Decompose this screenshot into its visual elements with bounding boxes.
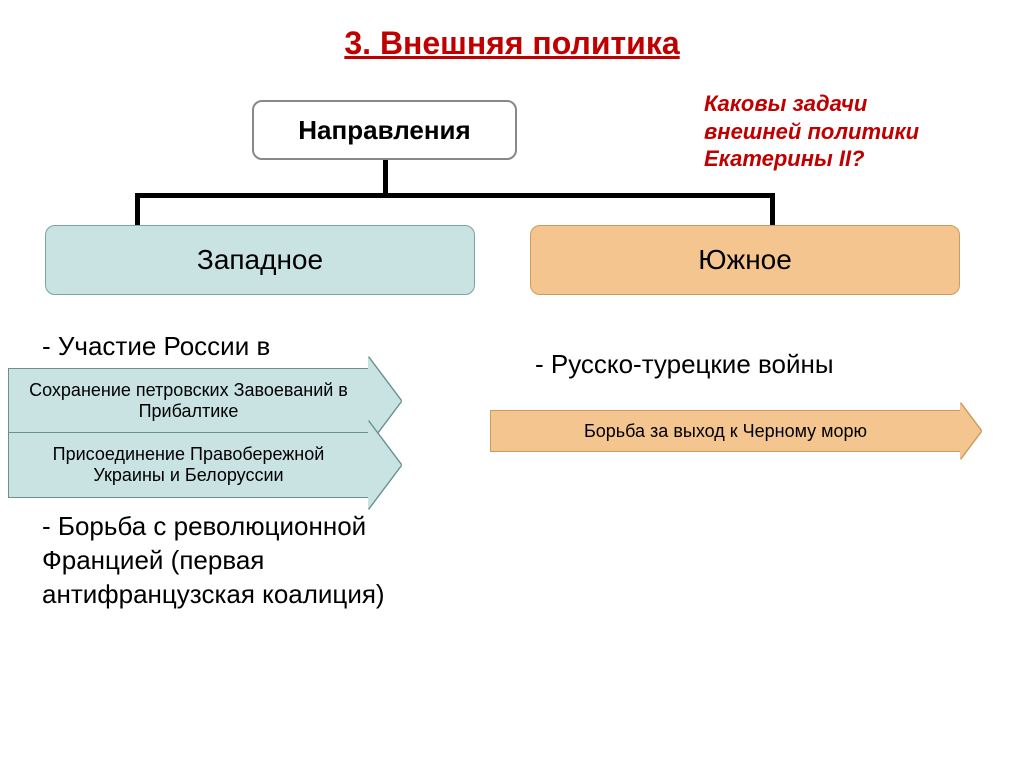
south-arrow-1-head [960, 403, 981, 459]
connector-right [770, 198, 775, 228]
west-arrow-1-label: Сохранение петровских Завоеваний в Приба… [15, 380, 362, 422]
west-arrow-2: Присоединение Правобережной Украины и Бе… [8, 432, 368, 498]
connector-horizontal [135, 193, 775, 198]
west-node: Западное [45, 225, 475, 295]
south-arrow-1: Борьба за выход к Черному морю [490, 410, 960, 452]
west-arrow-2-head [368, 421, 401, 509]
question-text: Каковы задачи внешней политики Екатерины… [704, 90, 964, 173]
south-bullet-1: - Русско-турецкие войны [535, 348, 975, 382]
west-label: Западное [197, 244, 323, 276]
root-label: Направления [298, 115, 470, 146]
connector-left [135, 198, 140, 228]
page-title: 3. Внешняя политика [344, 25, 679, 62]
south-label: Южное [698, 244, 792, 276]
south-arrow-1-label: Борьба за выход к Черному морю [584, 421, 867, 442]
south-node: Южное [530, 225, 960, 295]
west-arrow-1: Сохранение петровских Завоеваний в Приба… [8, 368, 368, 434]
west-arrow-2-label: Присоединение Правобережной Украины и Бе… [15, 444, 362, 486]
root-node: Направления [252, 100, 517, 160]
west-bullet-2: - Борьба с революционной Францией (перва… [42, 510, 462, 611]
